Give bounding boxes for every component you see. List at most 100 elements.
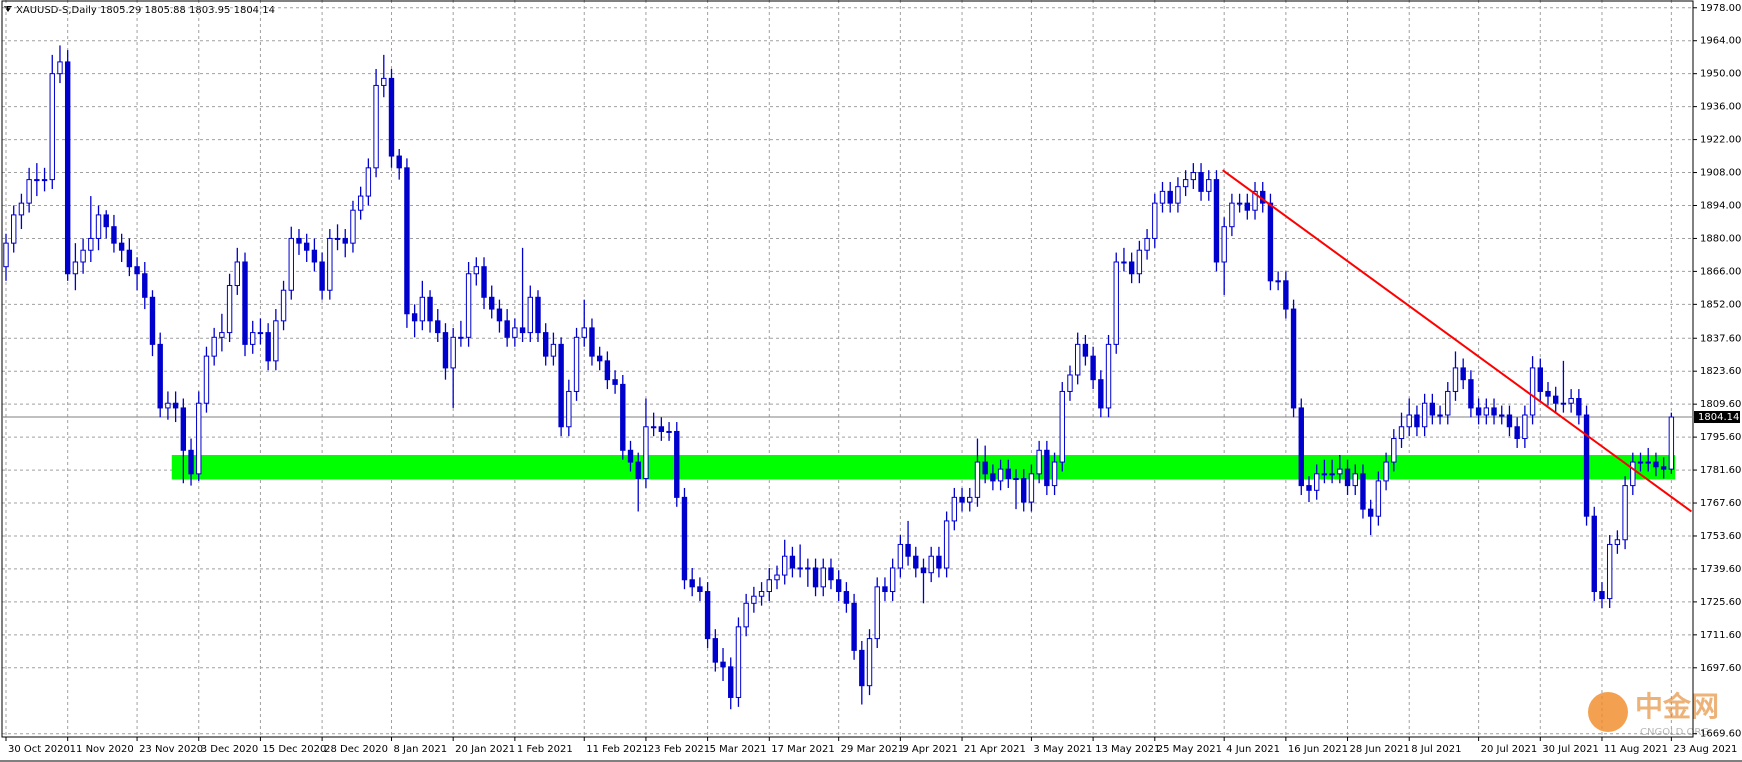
- current-price-box: [1694, 411, 1740, 424]
- candle-body: [489, 296, 495, 310]
- candle-body: [404, 167, 410, 315]
- candle-body: [1082, 343, 1089, 357]
- candle-body: [1591, 515, 1597, 593]
- candle-body: [997, 468, 1004, 482]
- candle-body: [1414, 414, 1420, 428]
- candle-body: [743, 602, 749, 628]
- candle-body: [589, 327, 595, 357]
- candle-body: [1553, 395, 1559, 404]
- candle-body: [789, 555, 796, 569]
- candle-body: [658, 426, 665, 432]
- x-tick-label: 4 Jun 2021: [1226, 744, 1280, 755]
- x-tick-label: 30 Oct 2020: [8, 744, 70, 755]
- candle-body: [558, 343, 564, 428]
- candle-body: [1074, 343, 1081, 376]
- candle-body: [373, 84, 379, 169]
- candle-body: [758, 591, 765, 597]
- y-tick-label: 1669.60: [1700, 729, 1741, 740]
- x-tick-label: 3 May 2021: [1033, 744, 1092, 755]
- candle-body: [573, 336, 580, 392]
- candle-body: [1337, 468, 1343, 475]
- candle-body: [851, 602, 857, 651]
- candle-body: [319, 261, 325, 291]
- candle-body: [1545, 390, 1551, 397]
- candle-body: [1583, 414, 1590, 517]
- candle-body: [990, 473, 996, 482]
- candle-body: [1375, 480, 1382, 517]
- x-tick-label: 11 Feb 2021: [586, 744, 648, 755]
- y-tick-label: 1767.60: [1700, 498, 1741, 509]
- candle-body: [57, 61, 63, 75]
- watermark: 中金网: [1635, 690, 1719, 723]
- candle-body: [905, 543, 911, 557]
- y-tick-label: 1795.60: [1700, 432, 1741, 443]
- plot-frame: [1, 0, 1694, 738]
- candle-body: [1599, 591, 1605, 600]
- candle-body: [1206, 179, 1212, 192]
- candle-body: [874, 586, 880, 640]
- candle-body: [342, 237, 348, 244]
- candle-body: [1637, 461, 1644, 464]
- candle-body: [1198, 172, 1204, 192]
- candle-body: [1537, 367, 1543, 392]
- candle-body: [1406, 414, 1412, 428]
- x-tick-label: 1 Feb 2021: [517, 744, 573, 755]
- y-tick-label: 1809.60: [1700, 399, 1741, 410]
- candle-body: [1121, 261, 1127, 264]
- candle-body: [766, 579, 772, 593]
- x-tick-label: 8 Jul 2021: [1411, 744, 1461, 755]
- candle-body: [928, 555, 934, 574]
- candle-body: [334, 237, 341, 240]
- candle-body: [1483, 407, 1490, 416]
- candle-body: [1606, 543, 1613, 600]
- candle-body: [805, 567, 811, 570]
- candle-body: [64, 61, 71, 275]
- candle-body: [1630, 461, 1636, 487]
- candle-body: [728, 666, 734, 698]
- candle-body: [165, 402, 171, 409]
- candle-body: [473, 266, 480, 275]
- candle-body: [643, 426, 649, 480]
- x-tick-label: 21 Apr 2021: [964, 744, 1026, 755]
- candle-body: [49, 73, 55, 181]
- candle-body: [1144, 237, 1150, 251]
- candle-body: [1152, 202, 1158, 239]
- candle-body: [1267, 202, 1274, 282]
- candle-body: [180, 407, 187, 451]
- candle-body: [1452, 367, 1459, 392]
- candle-body: [1283, 280, 1289, 310]
- x-tick-label: 23 Aug 2021: [1673, 744, 1737, 755]
- x-tick-label: 8 Jan 2021: [394, 744, 448, 755]
- candle-body: [388, 77, 395, 157]
- candle-body: [1506, 414, 1513, 428]
- y-tick-label: 1837.60: [1700, 333, 1741, 344]
- candle-body: [411, 313, 418, 322]
- x-tick-label: 16 Jun 2021: [1288, 744, 1348, 755]
- candle-body: [897, 543, 904, 569]
- candle-body: [1445, 390, 1451, 416]
- candle-body: [581, 327, 587, 338]
- candle-body: [882, 586, 888, 593]
- candle-body: [1360, 473, 1366, 510]
- candle-body: [1013, 478, 1019, 481]
- candle-body: [365, 167, 372, 197]
- current-price-label: 1804.14: [1698, 412, 1739, 423]
- candle-body: [26, 179, 32, 204]
- candle-body: [327, 237, 333, 291]
- candle-body: [72, 261, 79, 275]
- candle-body: [1136, 249, 1143, 275]
- candle-body: [704, 591, 711, 640]
- candle-body: [126, 249, 133, 268]
- y-tick-label: 1725.60: [1700, 597, 1741, 608]
- candle-body: [196, 402, 202, 475]
- candle-body: [1622, 485, 1628, 541]
- y-tick-label: 1964.00: [1700, 36, 1741, 47]
- candle-body: [1175, 186, 1181, 204]
- candle-body: [80, 249, 86, 263]
- candle-body: [496, 308, 503, 322]
- candle-body: [396, 155, 402, 169]
- candle-body: [1499, 414, 1505, 417]
- y-tick-label: 1852.00: [1700, 299, 1741, 310]
- candle-body: [381, 77, 387, 86]
- candle-body: [828, 567, 834, 581]
